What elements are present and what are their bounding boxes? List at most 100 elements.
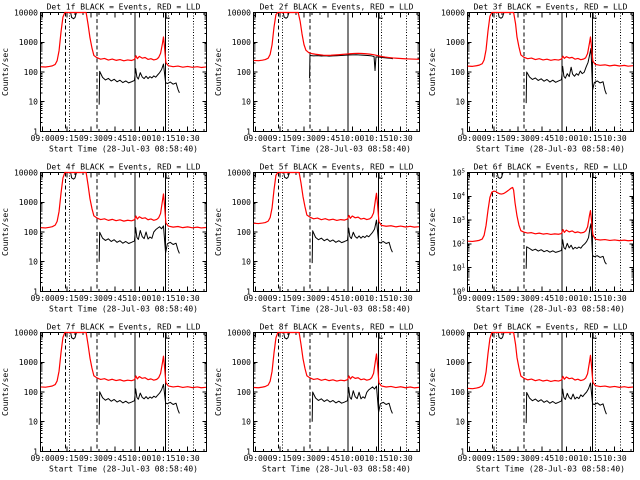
y-tick-label: 10000 — [227, 8, 251, 17]
events-curve — [282, 332, 291, 340]
y-tick-label: 1 — [33, 127, 38, 136]
x-tick-label: 10:00 — [341, 134, 365, 143]
plot-title: Det 5f BLACK = Events, RED = LLD — [260, 163, 414, 172]
plot-det-5f: 09:00 09:15 09:30 09:45 10:00 10:15 10:30 10000… — [214, 163, 421, 313]
y-axis-title: Counts/sec — [1, 48, 10, 96]
y-tick-label: 1 — [247, 287, 252, 296]
x-tick-label: 09:15 — [481, 294, 505, 303]
lld-curve — [40, 331, 207, 389]
events-curve — [525, 223, 607, 269]
x-tick-label: 09:30 — [292, 454, 316, 463]
x-axis-title: Start Time (28-Jul-03 08:58:40) — [49, 144, 198, 153]
x-tick-label: 10:15 — [151, 294, 175, 303]
x-tick-label: 10:00 — [554, 454, 578, 463]
x-tick-label: 10:00 — [341, 294, 365, 303]
y-axis-title: Counts/sec — [214, 368, 223, 416]
events-curve — [68, 332, 78, 340]
events-curve — [495, 332, 505, 340]
x-tick-label: 10:30 — [602, 134, 626, 143]
y-tick-label: 100 — [450, 388, 465, 397]
x-tick-label: 09:15 — [55, 134, 79, 143]
x-tick-label: 09:00 — [31, 454, 55, 463]
x-tick-label: 10:15 — [578, 294, 602, 303]
y-tick-label: 102 — [452, 240, 465, 249]
y-tick-label: 10 — [242, 418, 252, 427]
y-tick-label: 10 — [242, 98, 252, 107]
x-tick-label: 09:15 — [268, 134, 292, 143]
plot-title: Det 1f BLACK = Events, RED = LLD — [47, 3, 201, 12]
x-tick-label: 09:00 — [457, 454, 481, 463]
x-tick-label: 10:00 — [341, 454, 365, 463]
lld-curve — [467, 11, 633, 67]
x-tick-label: 09:45 — [103, 454, 127, 463]
y-tick-label: 1 — [33, 287, 38, 296]
x-tick-label: 09:00 — [244, 454, 268, 463]
plot-det-9f: 09:00 09:15 09:30 09:45 10:00 10:15 10:30 10000… — [428, 323, 634, 473]
lld-curve — [40, 171, 207, 229]
x-tick-label: 09:00 — [244, 294, 268, 303]
events-curve — [592, 12, 597, 19]
x-tick-label: 10:00 — [127, 454, 151, 463]
y-tick-label: 100 — [237, 228, 252, 237]
events-curve — [68, 12, 78, 20]
x-tick-label: 09:15 — [55, 454, 79, 463]
x-tick-label: 09:15 — [268, 294, 292, 303]
events-curve — [378, 332, 384, 339]
x-tick-label: 09:30 — [292, 294, 316, 303]
y-tick-label: 1000 — [232, 358, 251, 367]
x-tick-label: 09:15 — [481, 134, 505, 143]
x-tick-label: 09:00 — [244, 134, 268, 143]
x-axis-title: Start Time (28-Jul-03 08:58:40) — [49, 464, 198, 473]
plot-det-2f: 09:00 09:15 09:30 09:45 10:00 10:15 10:30 10000… — [214, 3, 421, 153]
x-tick-label: 09:45 — [530, 294, 554, 303]
x-tick-label: 10:30 — [602, 454, 626, 463]
y-tick-label: 100 — [24, 388, 39, 397]
events-curve — [98, 383, 180, 425]
y-tick-label: 103 — [452, 216, 465, 225]
x-tick-label: 09:00 — [31, 294, 55, 303]
x-tick-label: 09:00 — [457, 134, 481, 143]
x-tick-label: 10:00 — [554, 294, 578, 303]
x-axis-title: Start Time (28-Jul-03 08:58:40) — [476, 144, 625, 153]
y-tick-label: 10000 — [14, 328, 38, 337]
y-tick-label: 1000 — [19, 198, 38, 207]
y-axis-title: Counts/sec — [428, 48, 437, 96]
plot-title: Det 8f BLACK = Events, RED = LLD — [260, 323, 414, 332]
plot-det-8f: 09:00 09:15 09:30 09:45 10:00 10:15 10:30 10000… — [214, 323, 421, 473]
x-tick-label: 10:00 — [127, 294, 151, 303]
y-tick-label: 1000 — [19, 358, 38, 367]
y-tick-label: 10 — [242, 258, 252, 267]
y-tick-label: 1000 — [445, 38, 464, 47]
y-axis-title: Counts/sec — [214, 48, 223, 96]
x-tick-label: 10:00 — [127, 134, 151, 143]
x-tick-label: 09:30 — [292, 134, 316, 143]
x-tick-label: 10:30 — [389, 454, 413, 463]
events-curve — [98, 225, 180, 262]
x-tick-label: 09:45 — [530, 134, 554, 143]
events-curve — [312, 385, 394, 422]
x-tick-label: 09:45 — [103, 134, 127, 143]
y-tick-label: 100 — [237, 388, 252, 397]
events-curve — [165, 172, 170, 179]
x-tick-label: 09:30 — [79, 134, 103, 143]
plot-title: Det 3f BLACK = Events, RED = LLD — [473, 3, 627, 12]
lld-curve — [467, 331, 633, 390]
y-tick-label: 10000 — [227, 328, 251, 337]
x-axis-title: Start Time (28-Jul-03 08:58:40) — [262, 304, 411, 313]
events-curve — [592, 172, 597, 178]
y-tick-label: 10 — [28, 98, 38, 107]
y-tick-label: 104 — [452, 192, 466, 201]
x-tick-label: 10:15 — [365, 134, 389, 143]
y-axis-title: Counts/sec — [1, 368, 10, 416]
y-tick-label: 100 — [24, 68, 39, 77]
x-tick-label: 09:00 — [31, 134, 55, 143]
x-tick-label: 10:15 — [578, 454, 602, 463]
y-tick-label: 10000 — [14, 8, 38, 17]
y-tick-label: 100 — [452, 287, 465, 296]
y-tick-label: 10 — [455, 98, 465, 107]
x-tick-label: 10:30 — [602, 294, 626, 303]
plot-title: Det 7f BLACK = Events, RED = LLD — [47, 323, 201, 332]
x-tick-label: 09:30 — [506, 134, 530, 143]
x-tick-label: 10:15 — [151, 134, 175, 143]
